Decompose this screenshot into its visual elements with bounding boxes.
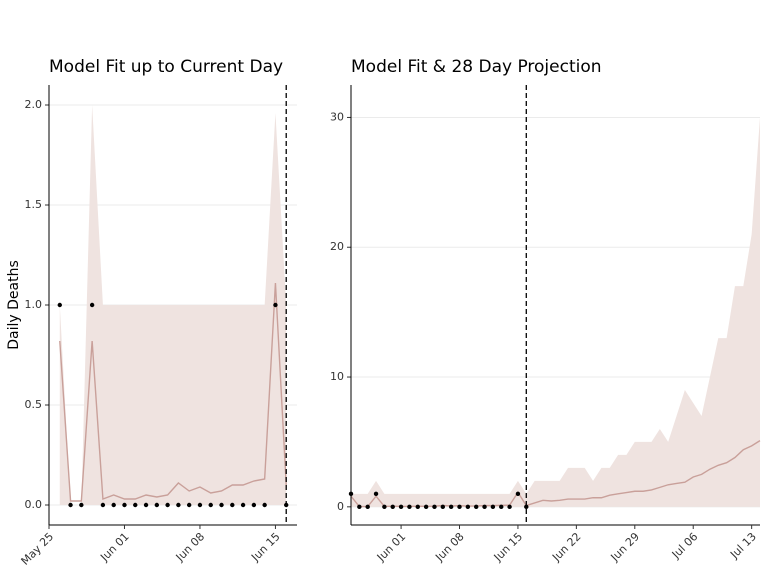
y-tick-label: 2.0: [25, 98, 43, 111]
observed-point: [79, 502, 84, 508]
x-tick-label: Jul 13: [727, 530, 759, 562]
chart-title: Model Fit up to Current Day: [49, 57, 283, 77]
observed-point: [57, 302, 62, 308]
observed-point: [382, 504, 387, 510]
observed-point: [474, 504, 479, 510]
observed-point: [465, 504, 471, 510]
y-tick-label: 0.5: [25, 398, 43, 411]
observed-point: [208, 502, 213, 508]
y-axis-label: Daily Deaths: [6, 260, 22, 350]
observed-point: [251, 502, 257, 508]
observed-point: [133, 502, 138, 508]
observed-point: [448, 504, 454, 510]
observed-point: [197, 502, 203, 508]
observed-point: [524, 504, 529, 510]
observed-point: [262, 502, 267, 508]
y-tick-label: 1.0: [25, 298, 43, 311]
observed-point: [423, 504, 429, 510]
y-tick-label: 1.5: [25, 198, 43, 211]
observed-point: [154, 502, 160, 508]
observed-point: [457, 504, 462, 510]
observed-point: [373, 491, 379, 497]
x-tick-label: Jun 15: [248, 530, 282, 564]
y-tick-label: 20: [330, 240, 344, 253]
observed-point: [407, 504, 412, 510]
observed-point: [390, 504, 395, 510]
observed-point: [122, 502, 127, 508]
observed-point: [68, 502, 73, 508]
observed-point: [499, 504, 504, 510]
x-tick-label: Jun 15: [491, 530, 525, 564]
observed-point: [415, 504, 420, 510]
y-tick-label: 30: [330, 110, 344, 123]
observed-point: [365, 504, 370, 510]
observed-point: [490, 504, 496, 510]
prediction-band: [59, 105, 287, 505]
observed-point: [515, 491, 521, 497]
x-tick-label: Jun 08: [173, 530, 207, 564]
observed-point: [89, 302, 95, 308]
prediction-band: [351, 117, 760, 507]
y-tick-label: 0.0: [25, 498, 43, 511]
observed-point: [100, 502, 106, 508]
x-tick-label: Jun 22: [549, 530, 583, 564]
y-tick-label: 10: [330, 370, 344, 383]
fit-line: [59, 282, 287, 502]
x-tick-label: Jun 01: [374, 530, 408, 564]
observed-point: [219, 502, 224, 508]
x-tick-label: Jun 01: [97, 530, 131, 564]
observed-point: [240, 502, 246, 508]
observed-point: [165, 502, 170, 508]
observed-point: [482, 504, 487, 510]
x-tick-label: Jun 29: [608, 530, 642, 564]
x-tick-label: Jun 08: [432, 530, 466, 564]
observed-point: [186, 502, 192, 508]
observed-point: [273, 302, 278, 308]
observed-point: [176, 502, 181, 508]
chart-title: Model Fit & 28 Day Projection: [351, 57, 602, 77]
x-tick-label: Jul 06: [669, 530, 701, 562]
observed-point: [111, 502, 116, 508]
observed-point: [432, 504, 437, 510]
observed-point: [357, 504, 362, 510]
y-tick-label: 0: [337, 500, 344, 513]
observed-point: [230, 502, 235, 508]
observed-point: [143, 502, 149, 508]
observed-point: [507, 504, 512, 510]
observed-point: [440, 504, 446, 510]
x-tick-label: May 25: [19, 530, 57, 568]
observed-point: [398, 504, 404, 510]
